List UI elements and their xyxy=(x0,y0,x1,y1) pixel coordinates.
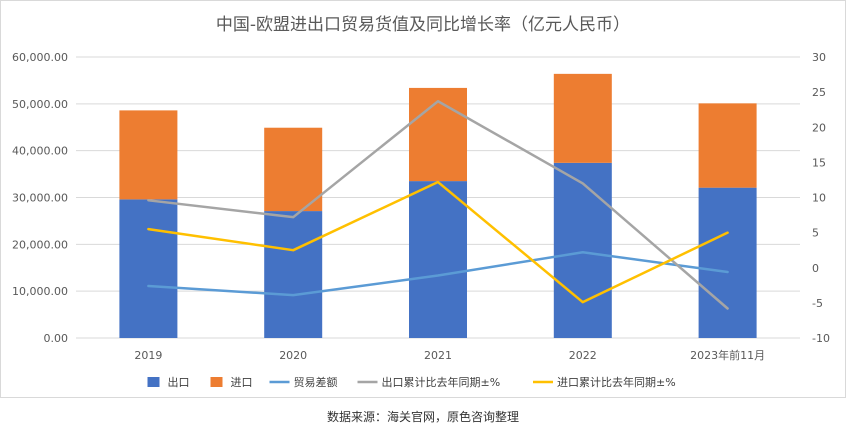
legend-label: 进口累计比去年同期±% xyxy=(557,375,676,389)
right-tick-label: -5 xyxy=(812,297,823,310)
bar-export xyxy=(119,199,178,338)
right-tick-label: 30 xyxy=(812,51,826,64)
bar-import xyxy=(553,73,612,163)
legend: 出口 进口 贸易差额 出口累计比去年同期±% 进口累计比去年同期±% xyxy=(147,375,676,389)
right-axis: -10 -5 0 5 10 15 20 25 30 xyxy=(812,51,830,345)
right-tick-label: -10 xyxy=(812,332,830,345)
chart-frame: 中国-欧盟进出口贸易货值及同比增长率（亿元人民币） 0.00 10,000.00 2… xyxy=(0,0,846,398)
x-axis: 2019 2020 2021 2022 2023年前11月 xyxy=(134,348,765,362)
right-tick-label: 5 xyxy=(812,227,819,240)
legend-label: 出口累计比去年同期±% xyxy=(382,375,501,389)
x-tick-label: 2021 xyxy=(424,349,452,362)
left-tick-label: 40,000.00 xyxy=(12,145,68,158)
source-note: 数据来源：海关官网，原色咨询整理 xyxy=(326,410,519,424)
left-tick-label: 30,000.00 xyxy=(12,192,68,205)
legend-label: 出口 xyxy=(168,375,190,389)
right-tick-label: 20 xyxy=(812,121,826,134)
bar-export xyxy=(553,162,612,338)
legend-label: 贸易差额 xyxy=(294,375,338,389)
right-tick-label: 25 xyxy=(812,86,826,99)
bar-export xyxy=(409,181,467,338)
right-tick-label: 15 xyxy=(812,156,826,169)
legend-swatch xyxy=(147,377,160,387)
left-tick-label: 50,000.00 xyxy=(12,98,68,111)
trade-balance-line xyxy=(147,251,729,297)
right-tick-label: 0 xyxy=(812,262,819,275)
bar-import xyxy=(698,103,757,188)
left-tick-label: 60,000.00 xyxy=(12,51,68,64)
chart-svg: 中国-欧盟进出口贸易货值及同比增长率（亿元人民币） 0.00 10,000.00 2… xyxy=(0,0,846,398)
x-tick-label: 2023年前11月 xyxy=(690,348,765,362)
x-tick-label: 2020 xyxy=(279,349,307,362)
export-growth-line xyxy=(147,100,729,310)
right-tick-label: 10 xyxy=(812,192,826,205)
left-tick-label: 10,000.00 xyxy=(12,285,68,298)
chart-title: 中国-欧盟进出口贸易货值及同比增长率（亿元人民币） xyxy=(216,15,630,35)
bar-layer xyxy=(119,73,757,338)
bar-import xyxy=(264,127,323,212)
left-tick-label: 0.00 xyxy=(44,332,69,345)
left-axis: 0.00 10,000.00 20,000.00 30,000.00 40,000.00… xyxy=(12,51,68,345)
bar-import xyxy=(119,110,178,200)
bar-export xyxy=(698,187,757,338)
legend-label: 进口 xyxy=(231,376,253,389)
legend-swatch xyxy=(210,377,223,387)
line-layer xyxy=(147,100,729,310)
x-tick-label: 2022 xyxy=(569,349,597,362)
import-growth-line xyxy=(147,180,729,304)
bar-import xyxy=(409,87,467,182)
bar-export xyxy=(264,211,323,338)
left-tick-label: 20,000.00 xyxy=(12,238,68,251)
x-tick-label: 2019 xyxy=(134,349,162,362)
